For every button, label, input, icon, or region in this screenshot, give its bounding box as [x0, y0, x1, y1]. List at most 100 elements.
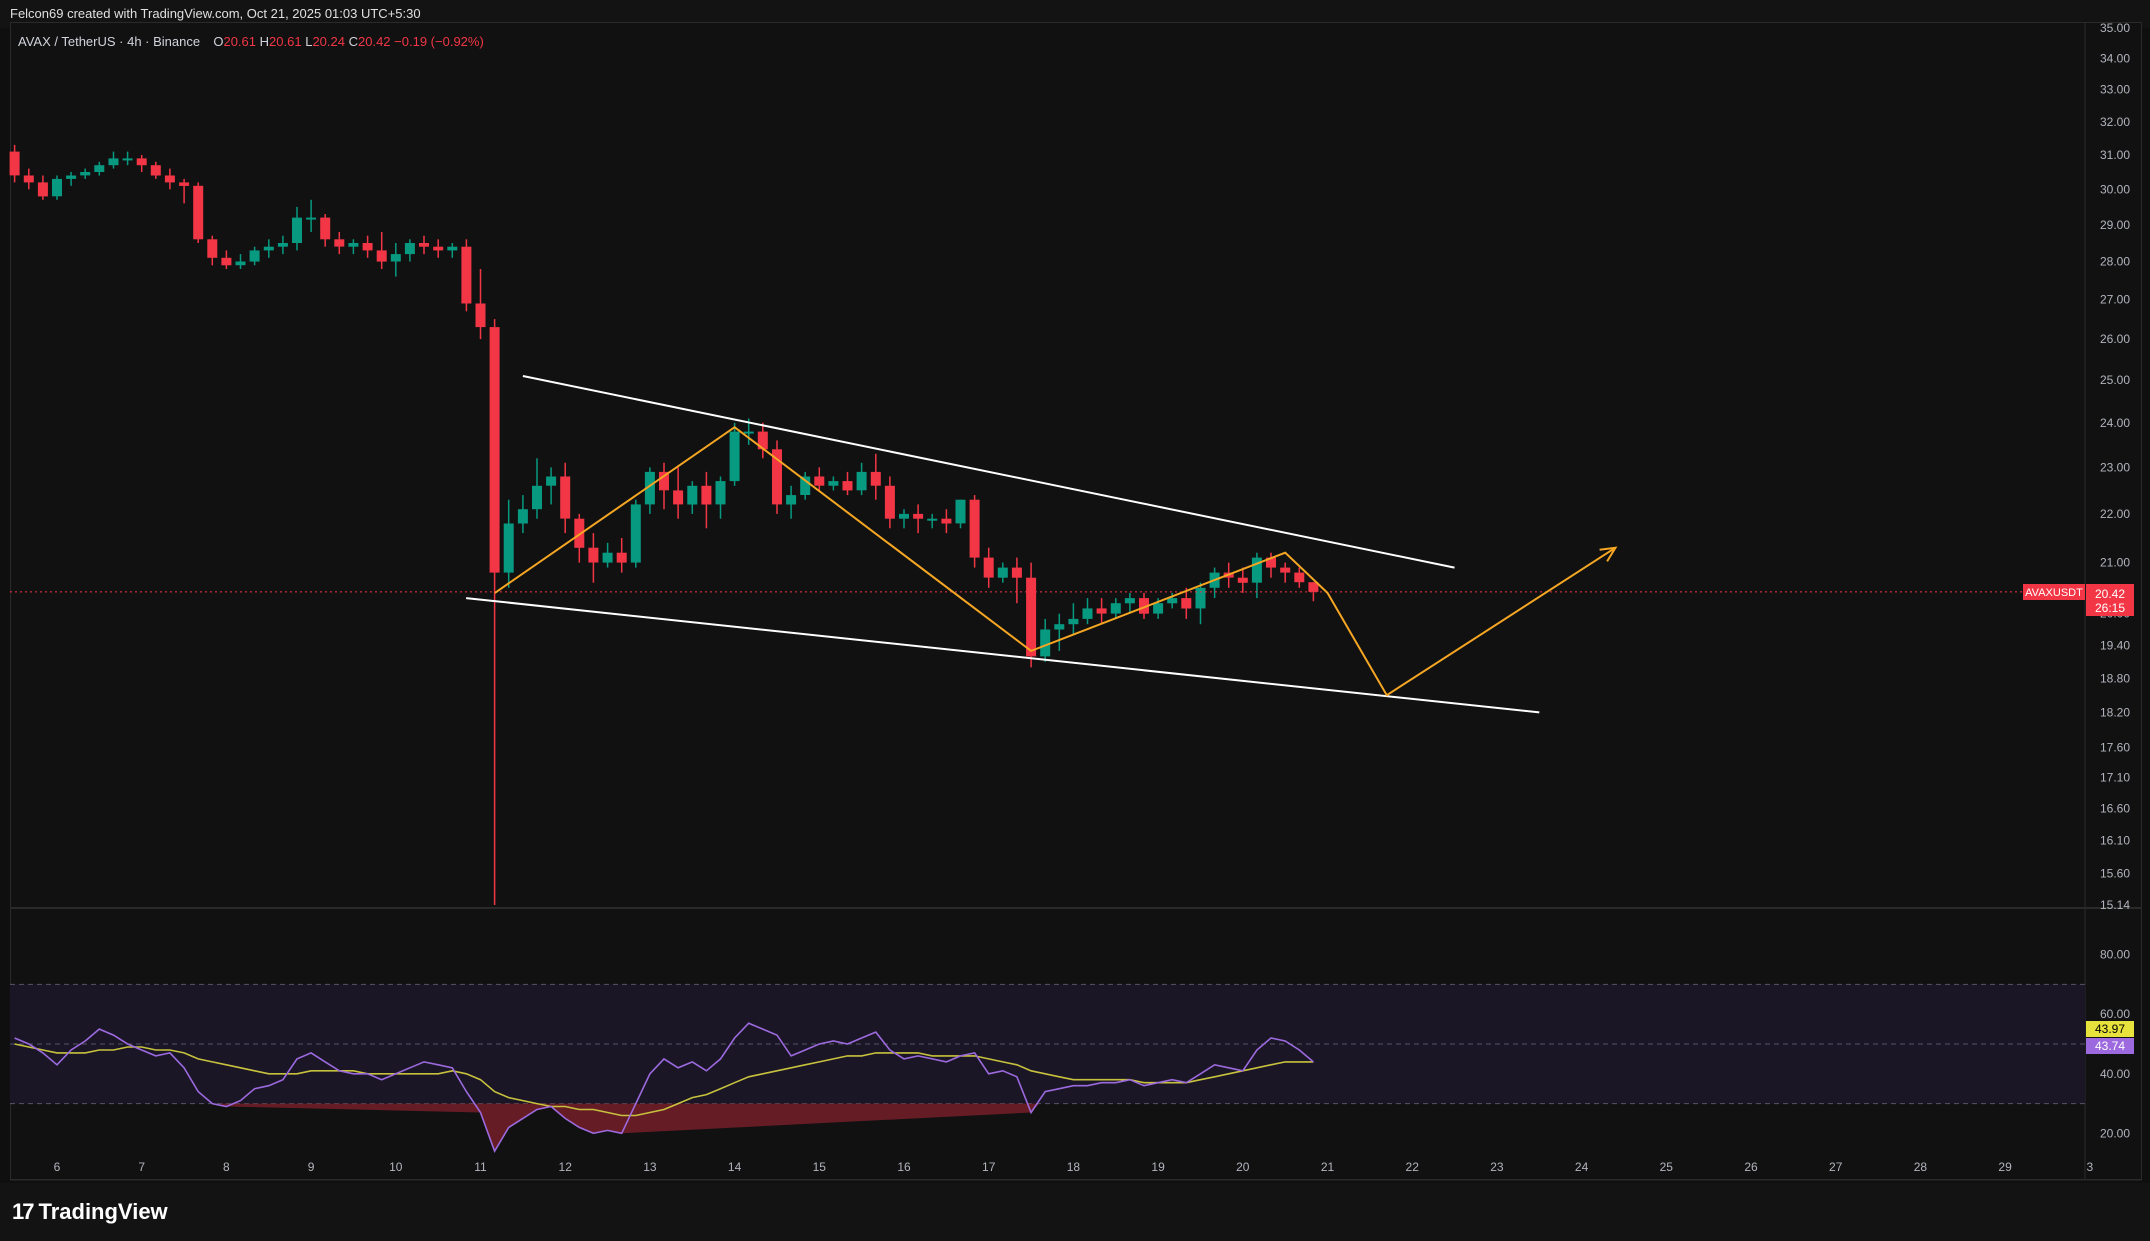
candle-body [348, 243, 359, 247]
candle [828, 476, 839, 491]
tradingview-logo[interactable]: 17 TradingView [12, 1199, 168, 1225]
symbol-tag-text: AVAXUSDT [2025, 587, 2083, 599]
time-tick-label: 7 [138, 1160, 145, 1174]
candle-body [164, 175, 175, 183]
candle [927, 513, 938, 529]
candle [66, 172, 77, 186]
candle [94, 161, 105, 176]
candle-body [1167, 598, 1178, 604]
time-tick-label: 13 [643, 1160, 657, 1174]
candle-body [616, 552, 627, 563]
candle-body [334, 239, 345, 247]
time-tick-label: 11 [474, 1160, 487, 1174]
legend-symbol[interactable]: AVAX / TetherUS · 4h · Binance [18, 34, 201, 49]
candle-body [997, 567, 1008, 578]
candle [235, 254, 246, 269]
candle-body [52, 178, 62, 197]
candle-body [1139, 598, 1149, 614]
candle [1011, 557, 1022, 604]
candle-body [913, 513, 924, 519]
candle-body [292, 217, 302, 243]
time-tick-label: 17 [982, 1160, 996, 1174]
price-tick-label: 30.00 [2100, 182, 2130, 196]
price-tick-label: 16.10 [2100, 834, 2130, 848]
price-tick-label: 15.14 [2100, 898, 2130, 912]
candle [292, 206, 302, 251]
price-tick-label: 23.00 [2100, 460, 2130, 474]
candle [1181, 587, 1192, 619]
symbol-legend[interactable]: AVAX / TetherUS · 4h · Binance O20.61 H2… [18, 34, 484, 49]
candle [969, 495, 980, 568]
price-tick-label: 18.80 [2100, 671, 2130, 685]
candle [136, 155, 147, 172]
price-tick-label: 35.00 [2100, 21, 2130, 35]
time-axis[interactable]: 6 7 8 9 10 11 12 13 14 15 16 17 18 19 20 21 22 23 24 25 26 27… [54, 1160, 2094, 1174]
price-tick-label: 19.40 [2100, 639, 2130, 653]
candle-body [870, 471, 881, 486]
trend-drawings[interactable] [465, 375, 1618, 714]
candle-body [447, 246, 458, 251]
candle-body [743, 431, 754, 434]
time-tick-label: 26 [1744, 1160, 1758, 1174]
candle [729, 422, 740, 486]
candle [447, 243, 458, 258]
candle-body [235, 261, 246, 266]
rsi-tick-label: 60.00 [2100, 1007, 2130, 1021]
candle [334, 232, 345, 255]
candle [800, 471, 811, 500]
candle-body [94, 165, 105, 172]
candle [489, 319, 500, 905]
candle-body [1011, 567, 1022, 578]
candle-body [517, 509, 528, 524]
candle [37, 175, 48, 200]
candle [207, 235, 218, 266]
time-tick-label: 23 [1490, 1160, 1504, 1174]
candle [814, 467, 825, 491]
price-tick-label: 34.00 [2100, 51, 2130, 65]
candle [503, 499, 514, 588]
candle-body [983, 557, 994, 578]
candle-body [108, 158, 119, 166]
price-axis[interactable]: 35.00 34.00 33.00 32.00 31.00 30.00 29.00 28.00… [2100, 21, 2130, 1140]
candle-body [1251, 557, 1262, 583]
candle-body [362, 243, 373, 251]
candle-body [66, 175, 77, 179]
rsi-value-tags: 43.97 43.74 [2086, 1021, 2134, 1054]
time-tick-label: 21 [1321, 1160, 1335, 1174]
channel-upper-line[interactable] [522, 375, 1455, 569]
candle-body [306, 217, 317, 220]
rsi-tick-label: 40.00 [2100, 1067, 2130, 1081]
candle [1266, 552, 1276, 578]
channel-lower-line[interactable] [465, 597, 1540, 714]
price-tick-label: 28.00 [2100, 255, 2130, 269]
candle-body [9, 151, 20, 176]
candle [9, 144, 20, 183]
candle-body [80, 172, 91, 176]
candle [1308, 582, 1319, 602]
candle-body [1237, 577, 1248, 583]
projection-zigzag-line[interactable] [494, 425, 1617, 697]
candle [532, 458, 542, 519]
candle-body [221, 257, 232, 266]
rsi-tag-value: 43.74 [2095, 1039, 2125, 1053]
candle-body [673, 490, 684, 505]
candle [517, 495, 528, 534]
rsi-tick-label: 20.00 [2100, 1126, 2130, 1140]
candle [306, 199, 317, 232]
candle [390, 243, 401, 277]
time-tick-label: 16 [897, 1160, 911, 1174]
candle [193, 182, 204, 243]
candle-body [856, 471, 867, 491]
candle-body [1096, 608, 1107, 614]
candle [461, 239, 472, 312]
rsi-pane[interactable] [10, 983, 2085, 1154]
candle [772, 440, 782, 514]
candle [80, 168, 91, 179]
legend-high: 20.61 [269, 34, 302, 49]
candle [164, 168, 175, 190]
projection-arrow-head [1599, 546, 1618, 562]
candle-body [263, 246, 274, 251]
candle [1139, 592, 1149, 619]
time-tick-label: 29 [1998, 1160, 2012, 1174]
